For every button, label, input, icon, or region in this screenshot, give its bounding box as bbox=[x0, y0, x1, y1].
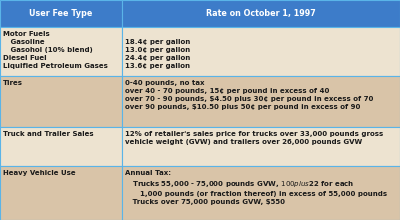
Bar bbox=[0, 166, 122, 220]
Bar bbox=[122, 76, 400, 127]
Bar bbox=[122, 0, 400, 28]
Text: Annual Tax:
   Trucks 55,000 - 75,000 pounds GVW, $100 plus $22 for each
      1: Annual Tax: Trucks 55,000 - 75,000 pound… bbox=[125, 170, 387, 205]
Text: 0-40 pounds, no tax
over 40 - 70 pounds, 15¢ per pound in excess of 40
over 70 -: 0-40 pounds, no tax over 40 - 70 pounds,… bbox=[125, 80, 374, 110]
Text: Truck and Trailer Sales: Truck and Trailer Sales bbox=[3, 131, 94, 137]
Text: Rate on October 1, 1997: Rate on October 1, 1997 bbox=[206, 9, 316, 18]
Text: Heavy Vehicle Use: Heavy Vehicle Use bbox=[3, 170, 76, 176]
Bar bbox=[0, 0, 122, 28]
Bar bbox=[0, 76, 122, 127]
Bar bbox=[122, 166, 400, 220]
Text: Tires: Tires bbox=[3, 80, 23, 86]
Text: Motor Fuels
   Gasoline
   Gasohol (10% blend)
Diesel Fuel
Liquified Petroleum G: Motor Fuels Gasoline Gasohol (10% blend)… bbox=[3, 31, 108, 70]
Bar bbox=[0, 127, 122, 166]
Text: 18.4¢ per gallon
13.0¢ per gallon
24.4¢ per gallon
13.6¢ per gallon: 18.4¢ per gallon 13.0¢ per gallon 24.4¢ … bbox=[125, 31, 190, 70]
Text: 12% of retailer's sales price for trucks over 33,000 pounds gross
vehicle weight: 12% of retailer's sales price for trucks… bbox=[125, 131, 384, 145]
Bar bbox=[122, 127, 400, 166]
Text: User Fee Type: User Fee Type bbox=[29, 9, 93, 18]
Bar bbox=[122, 28, 400, 76]
Bar bbox=[0, 28, 122, 76]
